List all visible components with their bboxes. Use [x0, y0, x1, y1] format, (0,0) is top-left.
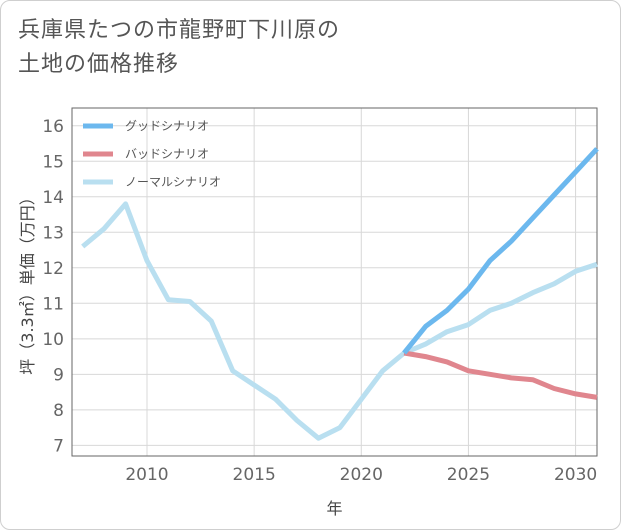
series-line-1	[403, 350, 598, 400]
plot-area-border	[71, 107, 598, 457]
y-tick-label: 11	[42, 294, 64, 314]
y-tick-label: 13	[42, 223, 64, 243]
y-tick-label: 14	[42, 188, 64, 208]
legend-label-0: グッドシナリオ	[125, 119, 209, 133]
y-tick-label: 9	[53, 365, 64, 385]
y-tick-labels: 7 8 9 10 11 12 13 14 15 16	[42, 117, 64, 457]
series-line-0	[402, 147, 599, 355]
y-tick-label: 8	[53, 401, 64, 421]
x-tick-label: 2015	[233, 465, 276, 485]
y-tick-label: 10	[42, 330, 64, 350]
y-tick-label: 15	[42, 152, 64, 172]
x-tick-label: 2025	[447, 465, 490, 485]
y-tick-label: 16	[42, 117, 64, 137]
chart-title: 兵庫県たつの市龍野町下川原の 土地の価格推移	[18, 14, 340, 82]
x-axis-title: 年	[326, 499, 342, 518]
legend-label-1: バッドシナリオ	[125, 147, 209, 161]
series-lines	[81, 147, 599, 441]
y-axis-title: 坪（3.3㎡）単価（万円）	[18, 189, 37, 374]
x-tick-label: 2030	[554, 465, 597, 485]
legend-label-2: ノーマルシナリオ	[125, 175, 221, 189]
series-line-2	[81, 201, 598, 441]
y-tick-label: 7	[53, 436, 64, 456]
x-tick-labels: 2010 2015 2020 2025 2030	[125, 465, 597, 485]
chart-title-line1: 兵庫県たつの市龍野町下川原の	[18, 18, 341, 43]
x-tick-label: 2010	[125, 465, 168, 485]
x-tick-label: 2020	[340, 465, 383, 485]
chart-title-line2: 土地の価格推移	[18, 52, 180, 77]
grid-lines	[72, 108, 597, 456]
y-tick-label: 12	[42, 259, 64, 279]
